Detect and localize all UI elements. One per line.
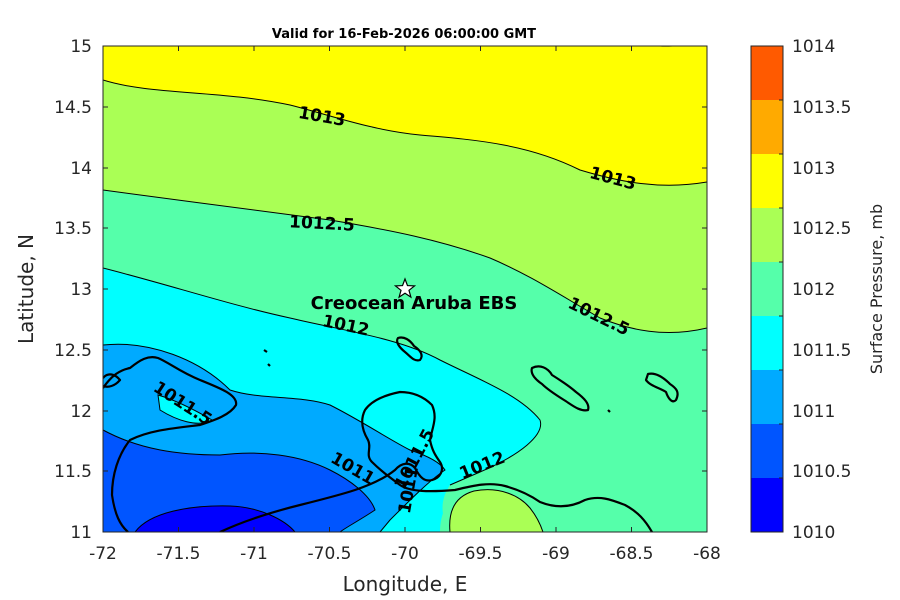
contour-label-1012_5-a: 1012.5 [289, 212, 356, 235]
plot-title: Valid for 16-Feb-2026 06:00:00 GMT [272, 27, 536, 42]
coastline-gulf [219, 390, 653, 532]
y-tick-label: 13 [70, 280, 92, 300]
y-tick-label: 14.5 [54, 98, 92, 118]
colorbar-segment [751, 478, 783, 532]
colorbar-segment [751, 100, 783, 154]
isoline-1013 [103, 79, 707, 186]
y-tick-marks [103, 106, 707, 472]
x-tick-marks [178, 46, 632, 532]
x-tick-label: -72 [89, 544, 117, 564]
band-1012_5-south [449, 489, 543, 532]
colorbar-segment [751, 316, 783, 370]
colorbar-segment [751, 262, 783, 316]
x-tick-label: -70 [391, 544, 419, 564]
colorbar-segment [751, 46, 783, 100]
isoline-1012_5 [103, 189, 707, 333]
coastline-islet-b [267, 363, 271, 367]
colorbar-tick-label: 1011 [792, 402, 835, 422]
coastline-islet-c [607, 409, 611, 413]
y-tick-label: 12.5 [54, 341, 92, 361]
coastline-curacao [530, 365, 590, 412]
coastline-islet-a [263, 349, 268, 353]
x-tick-label: -71.5 [157, 544, 201, 564]
coastline-aruba [396, 336, 423, 362]
coastline-peninsula-tip [103, 373, 122, 388]
colorbar-tick-label: 1010.5 [792, 462, 851, 482]
colorbar-tick-label: 1014 [792, 37, 835, 57]
y-tick-label: 11.5 [54, 462, 92, 482]
y-axis-label: Latitude, N [14, 234, 38, 344]
x-tick-label: -68 [693, 544, 721, 564]
x-tick-label: -69 [542, 544, 570, 564]
colorbar-title: Surface Pressure, mb [867, 204, 886, 374]
site-star-icon [393, 277, 417, 299]
isoline-1012-south [449, 489, 544, 532]
colorbar-frame [750, 45, 784, 533]
colorbar-tick-label: 1013.5 [792, 98, 851, 118]
colorbar-segment [751, 370, 783, 424]
x-axis: -72 -71.5 -71 -70.5 -70 -69.5 -69 -68.5 … [89, 46, 721, 564]
site-label: Creocean Aruba EBS [311, 293, 518, 314]
colorbar-ticks [779, 99, 783, 479]
colorbar: 1014 1013.5 1013 1012.5 1012 1011.5 1011… [750, 37, 886, 543]
colorbar-tick-label: 1012 [792, 280, 835, 300]
coastline-bonaire [644, 372, 679, 403]
map-area [103, 46, 707, 532]
y-tick-label: 13.5 [54, 219, 92, 239]
colorbar-tick-label: 1011.5 [792, 341, 851, 361]
y-tick-label: 14 [70, 159, 92, 179]
y-tick-label: 12 [70, 402, 92, 422]
y-tick-label: 11 [70, 523, 92, 543]
x-tick-label: -68.5 [610, 544, 654, 564]
band-1010_5-1011 [103, 430, 375, 532]
y-tick-label: 15 [70, 37, 92, 57]
x-tick-label: -70.5 [308, 544, 352, 564]
colorbar-segment [751, 424, 783, 478]
isoline-1012 [103, 267, 542, 486]
x-tick-label: -69.5 [459, 544, 503, 564]
x-axis-label: Longitude, E [343, 572, 468, 596]
coastline-mainland [103, 356, 238, 532]
colorbar-tick-label: 1013 [792, 159, 835, 179]
band-1010-1010_5 [135, 505, 295, 532]
y-axis: 15 14.5 14 13.5 13 12.5 12 11.5 11 [54, 37, 707, 543]
colorbar-segment [751, 154, 783, 208]
colorbar-tick-label: 1012.5 [792, 219, 851, 239]
colorbar-tick-label: 1010 [792, 523, 835, 543]
colorbar-segment [751, 208, 783, 262]
x-tick-label: -71 [240, 544, 268, 564]
isoline-1010_5 [134, 505, 296, 532]
isoline-1011 [103, 429, 376, 532]
